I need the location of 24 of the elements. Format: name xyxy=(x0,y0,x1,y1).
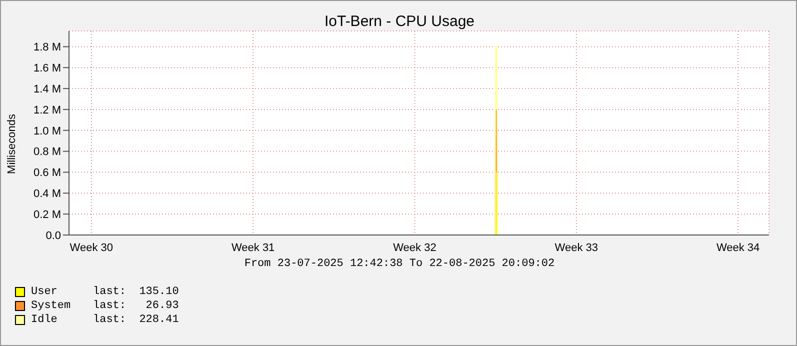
text: last: 26.93 xyxy=(93,299,179,313)
y-tick-label: 0.6 M xyxy=(33,167,61,180)
chart-title: IoT-Bern - CPU Usage xyxy=(323,13,476,30)
y-tick-label: 1.6 M xyxy=(33,62,61,75)
text: last: 135.10 xyxy=(93,285,179,299)
legend-label: Idle xyxy=(31,313,58,327)
x-tick-label: Week 30 xyxy=(70,242,114,254)
y-tick-label: 1.2 M xyxy=(33,104,61,116)
y-tick-label: 1.8 M xyxy=(33,42,61,54)
text: From 23-07-2025 12:42:38 To 22-08-2025 20:09:02 xyxy=(243,258,556,270)
y-tick-label: 0.4 M xyxy=(33,188,61,200)
y-tick-label: 0.0 xyxy=(46,230,61,242)
y-tick-label: 1.4 M xyxy=(33,83,61,96)
y-tick-label: 1.0 M xyxy=(33,125,61,138)
x-tick-label: Week 34 xyxy=(716,242,760,254)
y-axis-title: Milliseconds xyxy=(6,114,18,174)
legend-label: System xyxy=(31,299,72,313)
legend-label: User xyxy=(31,285,58,299)
y-tick-label: 0.8 M xyxy=(33,146,61,158)
x-tick-label: Week 33 xyxy=(554,242,598,254)
text: last: 228.41 xyxy=(93,313,179,327)
x-tick-label: Week 31 xyxy=(231,242,275,254)
y-tick-label: 0.2 M xyxy=(33,208,61,221)
x-tick-label: Week 32 xyxy=(393,242,436,254)
